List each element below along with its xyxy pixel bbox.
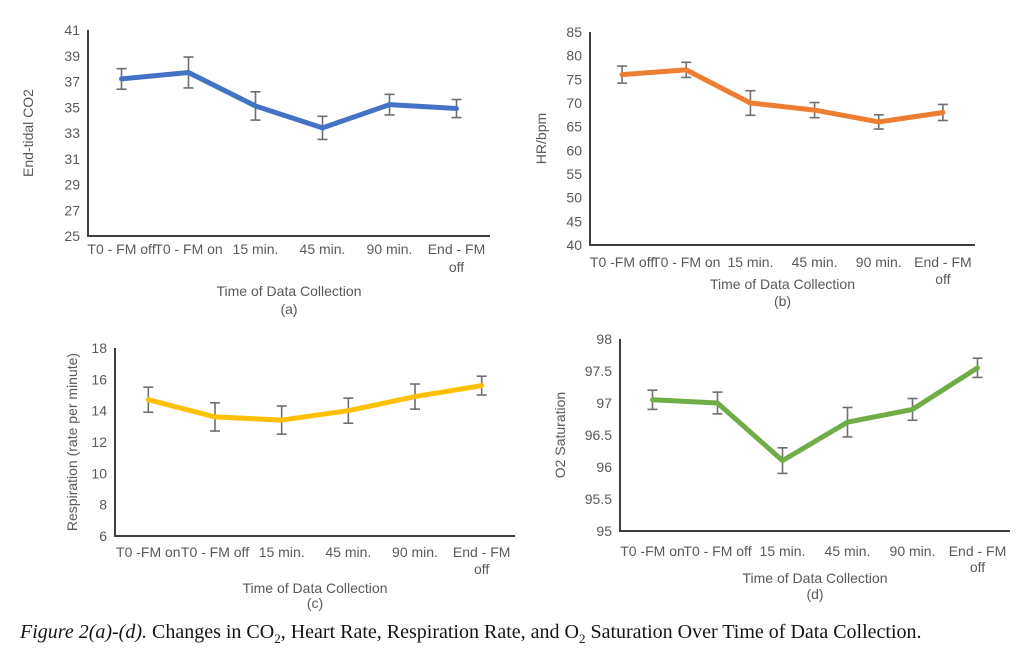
y-tick-label: 98	[596, 331, 612, 347]
y-axis-title: Respiration (rate per minute)	[64, 353, 80, 531]
panel-letter: (a)	[280, 301, 297, 317]
y-axis-title: O2 Saturation	[552, 392, 568, 478]
chart-panel-a: 41 39 37 35 33 31 29 27 25 End-tidal CO2 T0 - FM o…	[20, 22, 490, 317]
caption-sub-1: 2	[274, 631, 281, 646]
error-bars	[647, 357, 983, 475]
figure-label: Figure 2(a)-(d).	[20, 621, 147, 643]
x-axis-title: Time of Data Collection	[743, 570, 888, 586]
charts-svg: 41 39 37 35 33 31 29 27 25 End-tidal CO2 T0 - FM o…	[20, 22, 1010, 611]
y-tick-label: 50	[566, 190, 582, 206]
y-tick-label: 95.5	[585, 491, 612, 507]
figure-caption: Figure 2(a)-(d). Changes in CO2, Heart R…	[20, 621, 1020, 646]
x-category-label: 90 min.	[856, 254, 902, 270]
data-line-b	[619, 67, 946, 125]
y-tick-label: 18	[91, 340, 107, 356]
data-line-a	[119, 69, 459, 131]
y-axis-title: HR/bpm	[533, 113, 549, 164]
y-tick-label: 8	[99, 497, 107, 513]
x-category-label: 15 min.	[760, 543, 806, 559]
x-category-label: End - FM off	[949, 543, 1007, 575]
y-tick-label: 10	[91, 465, 107, 481]
x-category-label: End - FM off	[914, 254, 972, 287]
y-tick-label: 33	[64, 125, 80, 141]
x-category-label: 15 min.	[727, 254, 773, 270]
x-axis-title: Time of Data Collection	[710, 276, 855, 292]
x-axis-title: Time of Data Collection	[217, 283, 362, 299]
x-category-label: 15 min.	[233, 241, 279, 257]
x-category-label: 45 min.	[300, 241, 346, 257]
x-category-label: T0 - FM off	[181, 544, 249, 560]
x-category-label: T0 - FM on	[652, 254, 720, 270]
caption-text-2: , Heart Rate, Respiration Rate, and O	[280, 621, 579, 643]
y-axis-title: End-tidal CO2	[20, 89, 36, 177]
y-tick-label: 60	[566, 142, 582, 158]
x-category-label: End - FM off	[453, 544, 511, 577]
caption-sub-2: 2	[578, 631, 586, 646]
data-line-c	[145, 383, 485, 423]
x-category-label: 90 min.	[367, 241, 413, 257]
y-tick-label: 12	[91, 434, 107, 450]
x-axis-title: Time of Data Collection	[243, 580, 388, 596]
y-tick-label: 45	[566, 213, 582, 229]
panel-letter: (d)	[806, 586, 823, 602]
x-category-label: T0 -FM off	[590, 254, 654, 270]
x-category-label: T0 -FM on	[116, 544, 181, 560]
error-bars	[617, 61, 948, 130]
panel-letter: (b)	[774, 293, 791, 309]
y-tick-label: 75	[566, 71, 582, 87]
y-tick-label: 25	[64, 228, 80, 244]
y-tick-label: 95	[596, 523, 612, 539]
y-tick-label: 41	[64, 22, 80, 38]
panel-letter: (c)	[307, 595, 323, 611]
caption-text-3: Saturation Over Time of Data Collection.	[585, 621, 922, 643]
error-bars	[116, 56, 462, 141]
y-tick-label: 6	[99, 528, 107, 544]
y-tick-label: 55	[566, 166, 582, 182]
y-tick-label: 14	[91, 403, 107, 419]
chart-panel-c: 18 16 14 12 10 8 6 Respiration (rate per minute…	[64, 340, 515, 611]
x-category-label: 45 min.	[792, 254, 838, 270]
x-category-label: T0 -FM on	[620, 543, 685, 559]
y-tick-label: 27	[64, 202, 80, 218]
chart-panel-d: 98 97.5 97 96.5 96 95.5 95 O2 Saturation T0 -FM …	[552, 331, 1010, 602]
y-tick-label: 96.5	[585, 427, 612, 443]
error-bars	[143, 375, 487, 435]
y-tick-label: 97.5	[585, 363, 612, 379]
y-tick-label: 35	[64, 99, 80, 115]
y-tick-label: 85	[566, 24, 582, 40]
y-tick-label: 97	[596, 395, 612, 411]
x-category-label: 15 min.	[259, 544, 305, 560]
y-tick-label: 40	[566, 237, 582, 253]
y-tick-label: 96	[596, 459, 612, 475]
caption-text-1: Changes in CO	[147, 621, 275, 643]
y-tick-label: 29	[64, 177, 80, 193]
x-category-label: T0 - FM on	[154, 241, 222, 257]
y-tick-label: 31	[64, 151, 80, 167]
data-line-d	[650, 365, 980, 464]
x-category-label: 45 min.	[325, 544, 371, 560]
y-tick-label: 16	[91, 371, 107, 387]
x-category-label: 90 min.	[890, 543, 936, 559]
y-tick-label: 70	[566, 95, 582, 111]
x-category-label: End - FM off	[428, 241, 486, 275]
x-category-label: 45 min.	[825, 543, 871, 559]
x-category-label: 90 min.	[392, 544, 438, 560]
x-category-label: T0 - FM off	[87, 241, 155, 257]
y-tick-label: 37	[64, 74, 80, 90]
y-tick-label: 80	[566, 48, 582, 64]
y-tick-label: 65	[566, 119, 582, 135]
y-tick-label: 39	[64, 48, 80, 64]
x-category-label: T0 - FM off	[683, 543, 751, 559]
